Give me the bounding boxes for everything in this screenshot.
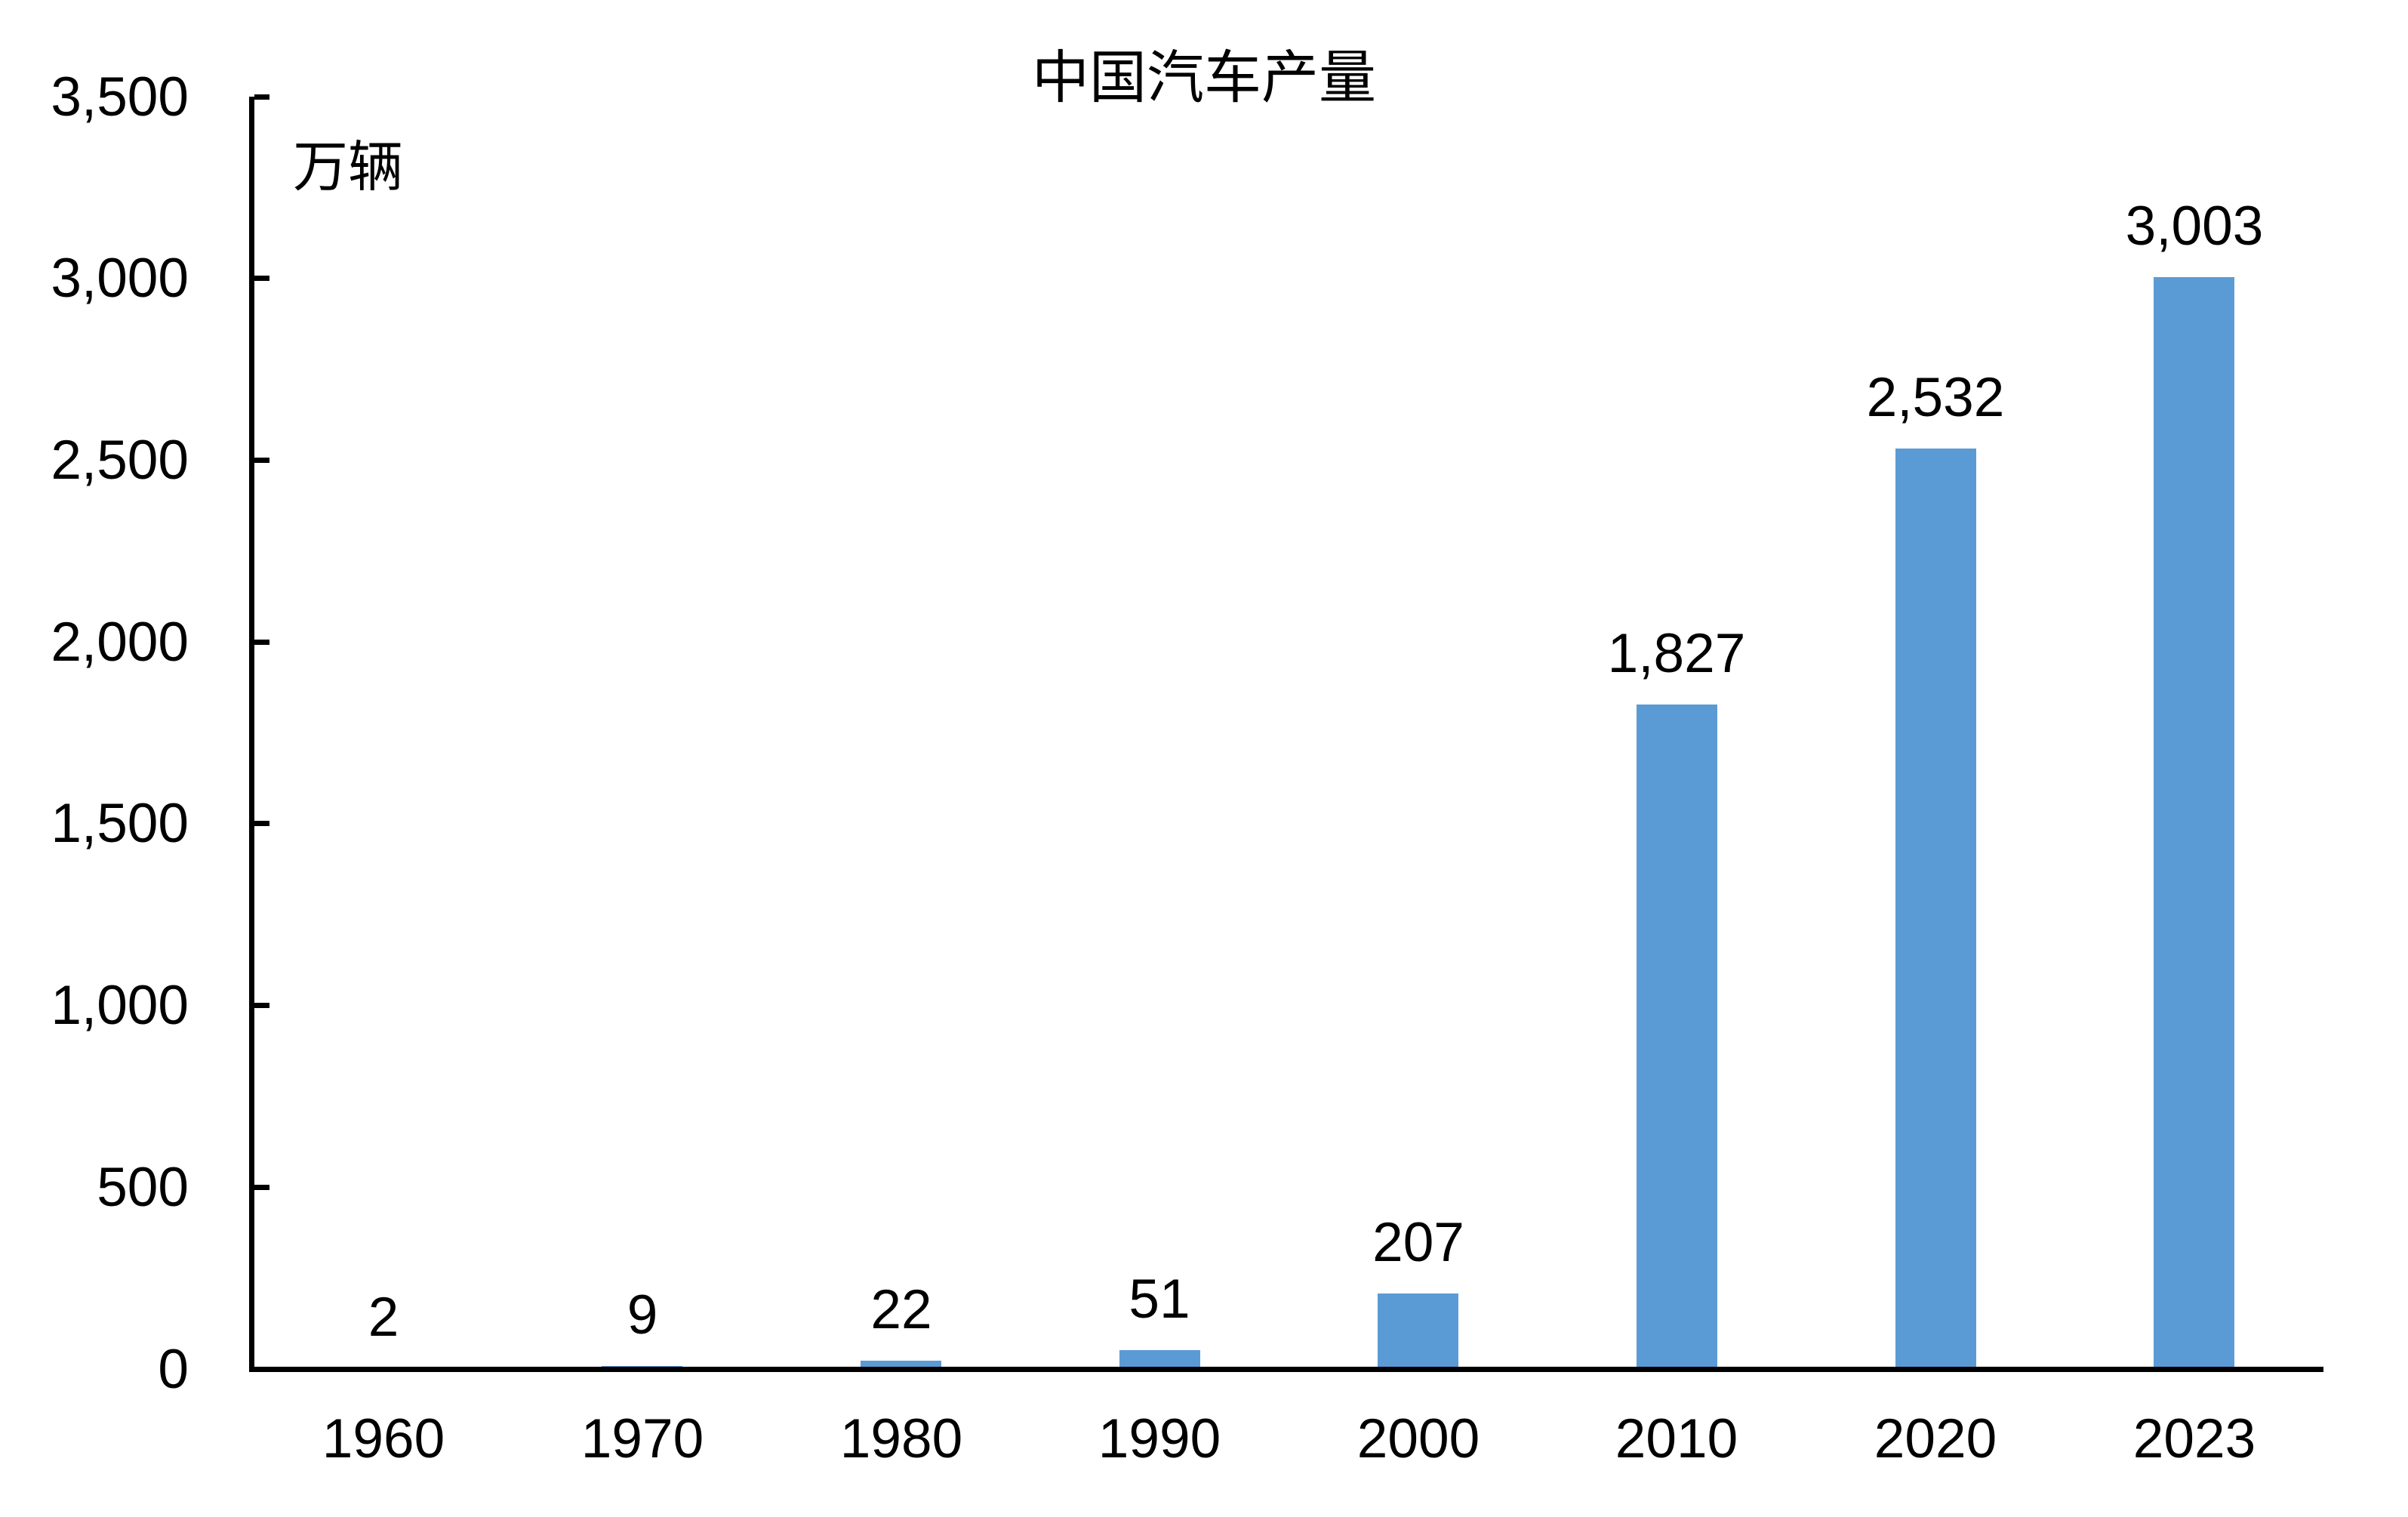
y-axis-tick-mark <box>254 276 269 281</box>
y-axis-tick-label: 1,500 <box>51 793 189 854</box>
y-axis-line <box>249 97 254 1372</box>
y-axis-tick-label: 1,000 <box>51 975 189 1036</box>
y-axis-tick-mark <box>254 1003 269 1008</box>
x-axis-tick-label: 1990 <box>1098 1408 1221 1469</box>
y-axis-tick-mark <box>254 1185 269 1190</box>
x-axis-line <box>249 1367 2323 1372</box>
bar-2023 <box>2154 277 2234 1369</box>
bar-1990 <box>1119 1350 1200 1369</box>
y-axis-tick-label: 3,500 <box>51 66 189 128</box>
bar-value-label: 2,532 <box>1866 367 2005 428</box>
y-axis-tick-label: 500 <box>97 1157 189 1218</box>
y-axis-tick-mark <box>254 94 269 100</box>
bar-value-label: 9 <box>627 1284 658 1346</box>
x-axis-tick-label: 1980 <box>839 1408 963 1469</box>
y-axis-tick-mark <box>254 640 269 645</box>
x-axis-tick-label: 1960 <box>322 1408 445 1469</box>
x-axis-tick-label: 2000 <box>1356 1408 1480 1469</box>
bar-value-label: 207 <box>1372 1212 1464 1273</box>
bar-2000 <box>1378 1293 1458 1369</box>
bar-1980 <box>861 1361 941 1369</box>
bar-value-label: 51 <box>1129 1269 1190 1330</box>
y-axis-tick-label: 3,000 <box>51 248 189 309</box>
y-axis-unit-label: 万辆 <box>293 137 403 198</box>
bar-value-label: 3,003 <box>2125 196 2264 257</box>
bar-value-label: 22 <box>870 1279 932 1340</box>
x-axis-tick-label: 2023 <box>2132 1408 2256 1469</box>
y-axis-tick-mark <box>254 821 269 826</box>
y-axis-tick-mark <box>254 458 269 463</box>
x-axis-tick-label: 1970 <box>580 1408 704 1469</box>
x-axis-tick-label: 2020 <box>1874 1408 1997 1469</box>
bar-2020 <box>1895 449 1976 1369</box>
y-axis-tick-label: 2,500 <box>51 430 189 491</box>
y-axis-tick-label: 2,000 <box>51 612 189 673</box>
bar-2010 <box>1637 705 1717 1369</box>
chart-title: 中国汽车产量 <box>1032 47 1376 110</box>
bar-value-label: 1,827 <box>1607 623 1746 684</box>
y-axis-tick-label: 0 <box>158 1339 189 1400</box>
x-axis-tick-label: 2010 <box>1615 1408 1738 1469</box>
bar-value-label: 2 <box>368 1287 399 1348</box>
